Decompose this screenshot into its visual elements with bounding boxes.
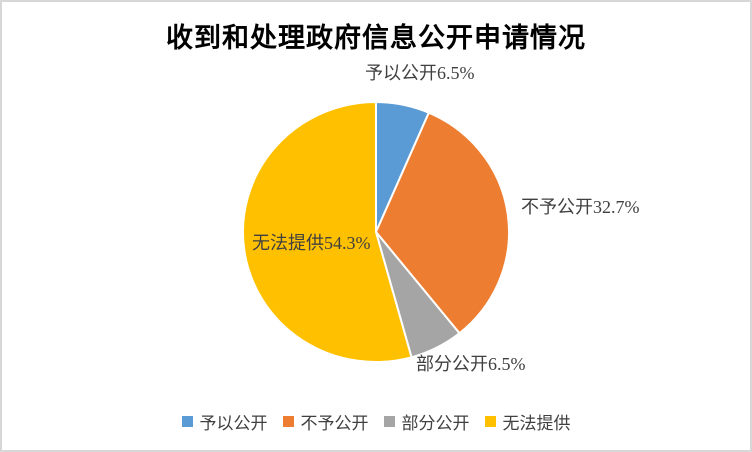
legend-item-unable-provide: 无法提供 (484, 409, 571, 434)
chart-title: 收到和处理政府信息公开申请情况 (166, 23, 586, 53)
pie-slice-3 (241, 101, 413, 363)
legend-swatch-icon (484, 416, 496, 427)
data-label-partial-disclosure: 部分公开6.5% (416, 354, 526, 374)
legend-label: 不予公开 (300, 414, 369, 433)
legend-item-grant-disclosure: 予以公开 (181, 409, 268, 434)
pie-slice-1 (375, 111, 510, 335)
legend-label: 部分公开 (401, 414, 470, 433)
data-label-unable-provide: 无法提供54.3% (252, 233, 371, 253)
data-label-grant-disclosure: 予以公开6.5% (365, 63, 475, 83)
legend-label: 无法提供 (502, 414, 571, 433)
legend-swatch-icon (383, 416, 395, 427)
legend-item-deny-disclosure: 不予公开 (282, 409, 369, 434)
legend-item-partial-disclosure: 部分公开 (383, 409, 470, 434)
legend-swatch-icon (181, 416, 193, 427)
legend-swatch-icon (282, 416, 294, 427)
chart-legend: 予以公开 不予公开 部分公开 无法提供 (2, 409, 750, 434)
data-label-deny-disclosure: 不予公开32.7% (521, 197, 640, 217)
legend-label: 予以公开 (199, 414, 268, 433)
